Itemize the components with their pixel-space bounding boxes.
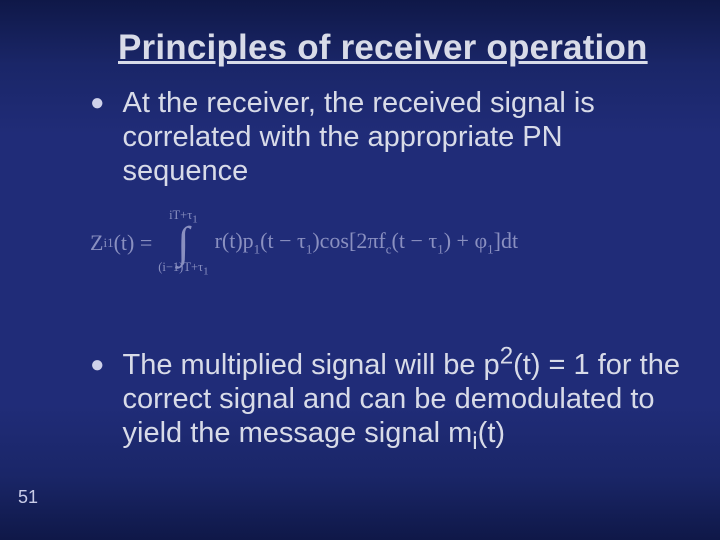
slide: Principles of receiver operation ● At th… [0,0,720,540]
slide-title: Principles of receiver operation [118,28,700,68]
bullet-item: ● The multiplied signal will be p2(t) = … [90,348,692,450]
bullet-text: The multiplied signal will be p2(t) = 1 … [123,348,693,450]
slide-body: ● At the receiver, the received signal i… [90,86,692,284]
bullet-icon: ● [90,348,105,382]
page-number: 51 [18,487,38,508]
equation: Zi1(t) = iT+τ1 ∫ (i−1)T+τ1 r(t)p1(t − τ1… [90,202,692,284]
bullet-text: At the receiver, the received signal is … [123,86,693,188]
bullet-icon: ● [90,86,105,120]
bullet-item: ● At the receiver, the received signal i… [90,86,692,188]
integral-icon: iT+τ1 ∫ (i−1)T+τ1 [158,208,208,279]
equation-lhs: Zi1(t) = [90,230,152,256]
equation-integrand: r(t)p1(t − τ1)cos[2πfc(t − τ1) + φ1]dt [215,228,519,257]
integral-lower-limit: (i−1)T+τ1 [158,260,208,279]
integral-sign: ∫ [177,226,189,260]
